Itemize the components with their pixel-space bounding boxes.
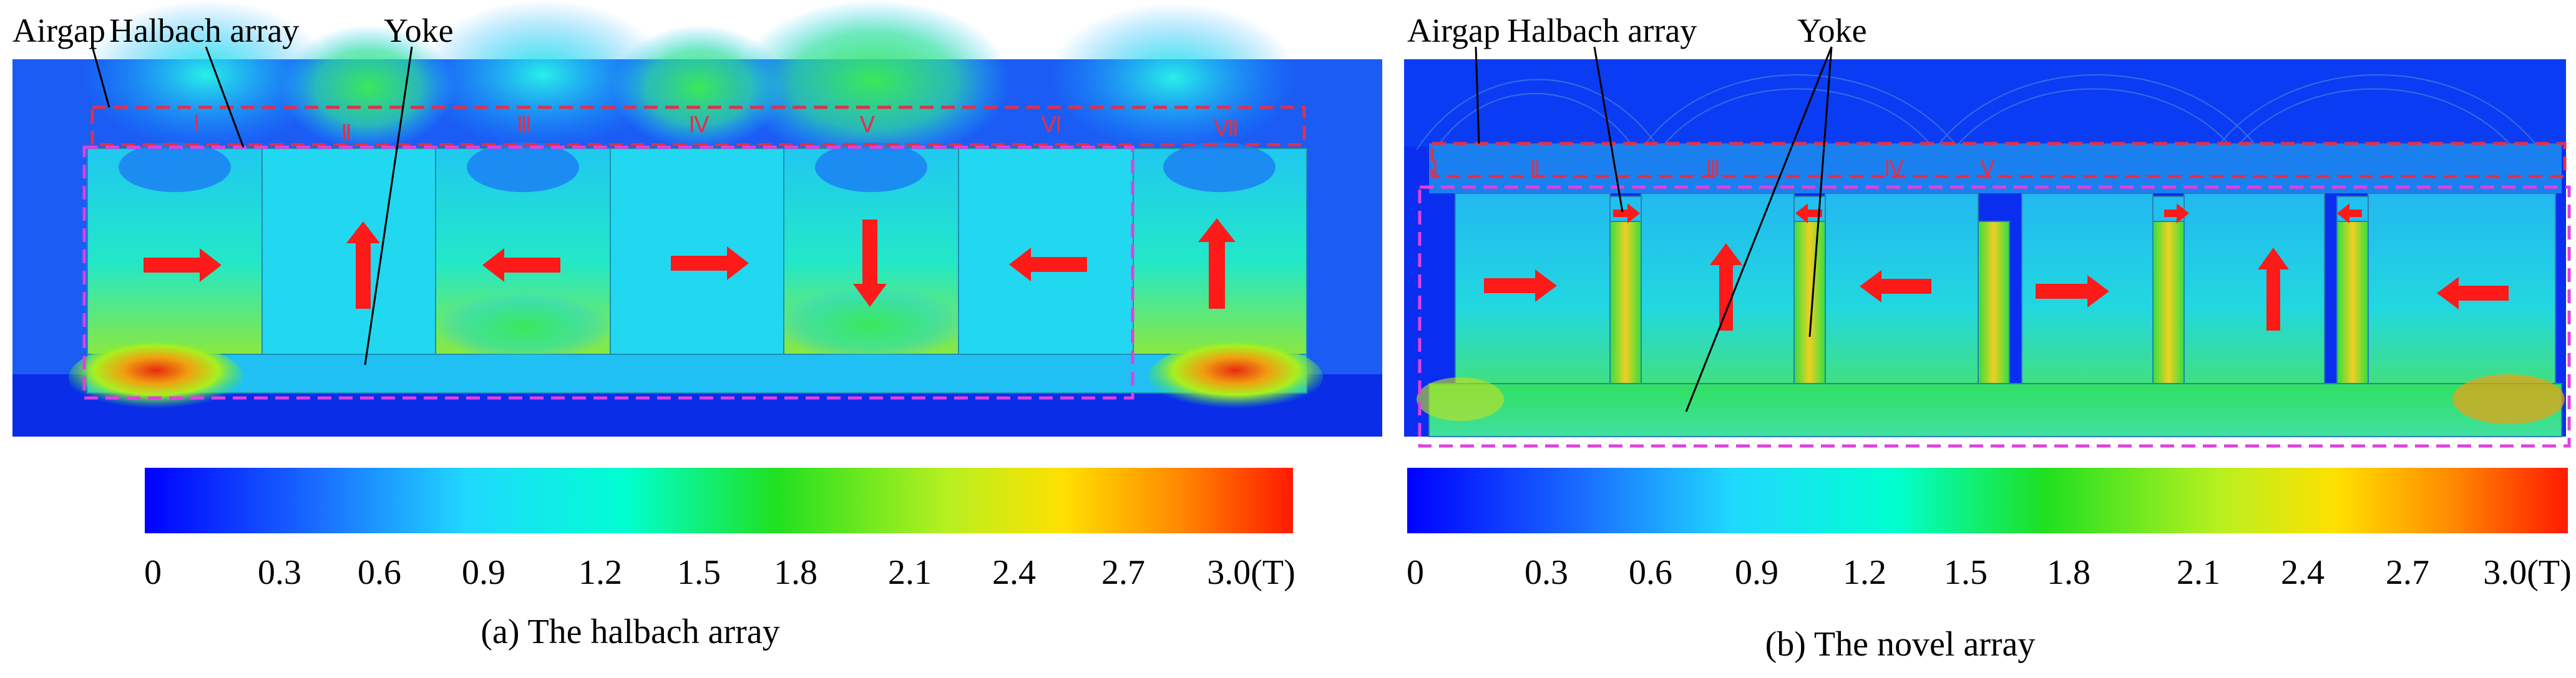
colorbar-tick: 1.5 — [1944, 553, 1988, 592]
airgap-leader-a — [91, 46, 110, 108]
panel-b: Ⅰ Ⅱ Ⅲ Ⅳ Ⅴ Airgap Halbach array Yoke 0 0.… — [1398, 0, 2576, 678]
colorbar-tick: 1.2 — [1843, 553, 1886, 592]
panel-a: Ⅰ Ⅱ Ⅲ Ⅳ Ⅴ Ⅵ Ⅶ Airgap Halbach array Yoke … — [12, 0, 1382, 651]
colorbar-tick: 3.0(T) — [2483, 553, 2572, 592]
region-label-6: Ⅵ — [1041, 112, 1061, 137]
colorbar-tick: 1.2 — [578, 553, 622, 592]
halbach-label-a: Halbach array — [109, 12, 300, 49]
airgap-leader-b — [1475, 46, 1480, 144]
region-label-1: Ⅰ — [1432, 158, 1438, 181]
yoke-a — [87, 354, 1307, 394]
region-label-5: Ⅴ — [860, 112, 876, 137]
region-label-7: Ⅶ — [1214, 116, 1239, 141]
yoke-leader-b — [1808, 46, 1833, 337]
caption-a: (a) The halbach array — [481, 613, 780, 651]
colorbar-tick: 0.3 — [258, 553, 301, 592]
colorbar-tick: 3.0(T) — [1207, 553, 1295, 592]
halbach-box-b — [1418, 185, 2571, 448]
region-label-3: Ⅲ — [517, 112, 532, 137]
colorbar-a — [145, 468, 1293, 533]
colorbar-b — [1407, 468, 2568, 533]
field-map-a: Ⅰ Ⅱ Ⅲ Ⅳ Ⅴ Ⅵ Ⅶ — [12, 0, 1382, 533]
colorbar-tick: 2.4 — [2281, 553, 2325, 592]
colorbar-tick: 0.9 — [1735, 553, 1778, 592]
colorbar-tick: 0.9 — [462, 553, 505, 592]
region-labels-a: Ⅰ Ⅱ Ⅲ Ⅳ Ⅴ Ⅵ Ⅶ — [193, 111, 1239, 145]
magnet-blocks-a — [87, 142, 1307, 355]
field-map-b: Ⅰ Ⅱ Ⅲ Ⅳ Ⅴ — [1404, 46, 2571, 533]
caption-b: (b) The novel array — [1765, 625, 2036, 664]
colorbar-tick: 2.4 — [992, 553, 1036, 592]
yoke-b — [1428, 383, 2562, 437]
colorbar-tick: 2.1 — [888, 553, 932, 592]
airgap-box-a — [90, 105, 1306, 147]
colorbar-tick: 2.1 — [2177, 553, 2220, 592]
airgap-label-b: Airgap — [1407, 12, 1500, 49]
magnetization-arrows-b — [1484, 203, 2509, 331]
colorbar-tick: 0.3 — [1525, 553, 1568, 592]
halbach-leader-a — [205, 46, 245, 148]
colorbar-tick: 0 — [144, 553, 162, 592]
region-label-4: Ⅳ — [688, 112, 709, 137]
halbach-leader-b — [1593, 46, 1624, 213]
yoke-label-a: Yoke — [384, 12, 454, 49]
colorbar-tick: 0.6 — [1629, 553, 1672, 592]
colorbar-tick: 2.7 — [1101, 553, 1145, 592]
halbach-label-b: Halbach array — [1507, 12, 1697, 49]
airgap-box-b — [1430, 142, 2567, 178]
airgap-label-a: Airgap — [12, 12, 105, 49]
spacer-blocks-b — [1609, 196, 2369, 384]
colorbar-tick: 0 — [1407, 553, 1424, 592]
yoke-leader-a — [364, 46, 413, 366]
halbach-box-a — [82, 145, 1134, 400]
region-label-1: Ⅰ — [193, 111, 200, 136]
colorbar-tick: 1.8 — [774, 553, 817, 592]
colorbar-tick: 2.7 — [2386, 553, 2429, 592]
colorbar-tick: 1.5 — [677, 553, 721, 592]
colorbar-tick: 1.8 — [2047, 553, 2091, 592]
magnetization-arrows-a — [144, 218, 1236, 309]
yoke-label-b: Yoke — [1797, 12, 1867, 49]
yoke-leader-b — [1685, 46, 1833, 412]
region-label-2: Ⅱ — [341, 120, 352, 145]
colorbar-tick: 0.6 — [358, 553, 401, 592]
